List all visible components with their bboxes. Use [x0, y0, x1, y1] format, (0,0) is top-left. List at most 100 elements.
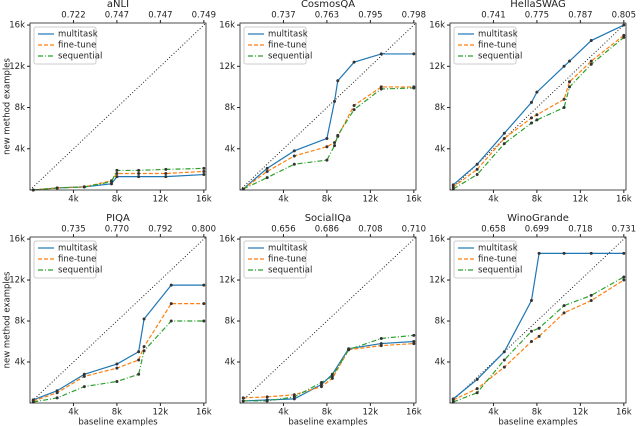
- point: [562, 311, 566, 315]
- point: [164, 167, 168, 171]
- point: [169, 319, 173, 323]
- diagonal: [29, 236, 207, 404]
- point: [622, 275, 626, 279]
- x-tick-label: 12k: [572, 408, 588, 418]
- point: [568, 80, 572, 84]
- point: [164, 172, 168, 176]
- point: [568, 85, 572, 89]
- y-axis-label: new method examples: [3, 58, 13, 155]
- y-tick-label: 4k: [15, 358, 25, 368]
- point: [622, 251, 626, 255]
- point: [502, 131, 506, 135]
- y-tick-label: 8k: [225, 103, 235, 113]
- y-tick-label: 12k: [429, 276, 445, 286]
- legend-label: sequential: [58, 266, 102, 276]
- point: [82, 185, 86, 189]
- point: [379, 87, 383, 91]
- x-tick-label: 8k: [322, 408, 332, 418]
- point: [330, 372, 334, 376]
- y-tick-label: 12k: [219, 62, 235, 72]
- point: [55, 391, 59, 395]
- point: [589, 293, 593, 297]
- x-tick-label: 12k: [572, 195, 588, 205]
- x-tick-label: 16k: [406, 195, 422, 205]
- legend-label: fine-tune: [268, 41, 306, 51]
- x-tick-label: 4k: [488, 195, 498, 205]
- point: [142, 349, 146, 353]
- y-tick-label: 4k: [435, 144, 445, 154]
- series-line: [453, 276, 625, 403]
- point: [55, 186, 59, 190]
- y-tick-label: 12k: [219, 276, 235, 286]
- point: [82, 372, 86, 376]
- point: [412, 52, 416, 56]
- y-tick-label: 16k: [219, 21, 235, 31]
- legend-label: multitask: [268, 244, 308, 254]
- axes-frame: [239, 236, 417, 404]
- point: [537, 334, 541, 338]
- point: [137, 372, 141, 376]
- point: [529, 100, 533, 104]
- point: [265, 166, 269, 170]
- series-line: [33, 173, 204, 191]
- point: [562, 97, 566, 101]
- point: [202, 283, 206, 287]
- x-tick-label: 8k: [322, 195, 332, 205]
- top-tick-label: 0.792: [148, 225, 172, 235]
- top-tick-label: 0.763: [315, 11, 339, 21]
- legend-box: [453, 26, 517, 65]
- series-line: [33, 303, 204, 402]
- top-tick-label: 0.787: [568, 11, 592, 21]
- chart-title: aNLI: [107, 0, 129, 10]
- point: [622, 33, 626, 37]
- top-tick-label: 0.795: [358, 11, 382, 21]
- top-tick-label: 0.658: [481, 225, 505, 235]
- point: [202, 302, 206, 306]
- point: [529, 116, 533, 120]
- axes-frame: [29, 236, 207, 404]
- point: [137, 168, 141, 172]
- point: [319, 381, 323, 385]
- top-tick-label: 0.798: [402, 11, 426, 21]
- point: [529, 340, 533, 344]
- point: [82, 385, 86, 389]
- series-line: [243, 342, 414, 399]
- legend-box: [243, 240, 307, 279]
- x-tick-label: 4k: [278, 195, 288, 205]
- point: [330, 376, 334, 380]
- point: [82, 374, 86, 378]
- point: [475, 173, 479, 177]
- top-tick-label: 0.741: [481, 11, 505, 21]
- point: [379, 342, 383, 346]
- point: [475, 167, 479, 171]
- point: [622, 278, 626, 282]
- legend-label: multitask: [478, 244, 518, 254]
- chart-title: WinoGrande: [507, 213, 569, 224]
- top-tick-label: 0.747: [105, 11, 129, 21]
- point: [292, 162, 296, 166]
- top-tick-label: 0.747: [148, 11, 172, 21]
- point: [535, 118, 539, 122]
- point: [451, 398, 455, 402]
- y-tick-label: 12k: [429, 62, 445, 72]
- point: [379, 52, 383, 56]
- point: [451, 183, 455, 187]
- point: [137, 350, 141, 354]
- y-tick-label: 12k: [9, 276, 25, 286]
- x-axis-label: baseline examples: [78, 418, 158, 426]
- point: [265, 169, 269, 173]
- point: [502, 350, 506, 354]
- point: [333, 144, 337, 148]
- series-line: [452, 252, 624, 400]
- x-tick-label: 8k: [532, 408, 542, 418]
- series-line: [243, 334, 414, 402]
- axes-frame: [239, 22, 417, 191]
- point: [265, 399, 269, 403]
- point: [502, 142, 506, 146]
- x-axis-label: baseline examples: [288, 418, 368, 426]
- point: [622, 35, 626, 39]
- top-tick-label: 0.718: [568, 225, 592, 235]
- point: [535, 90, 539, 94]
- legend-label: fine-tune: [58, 41, 96, 51]
